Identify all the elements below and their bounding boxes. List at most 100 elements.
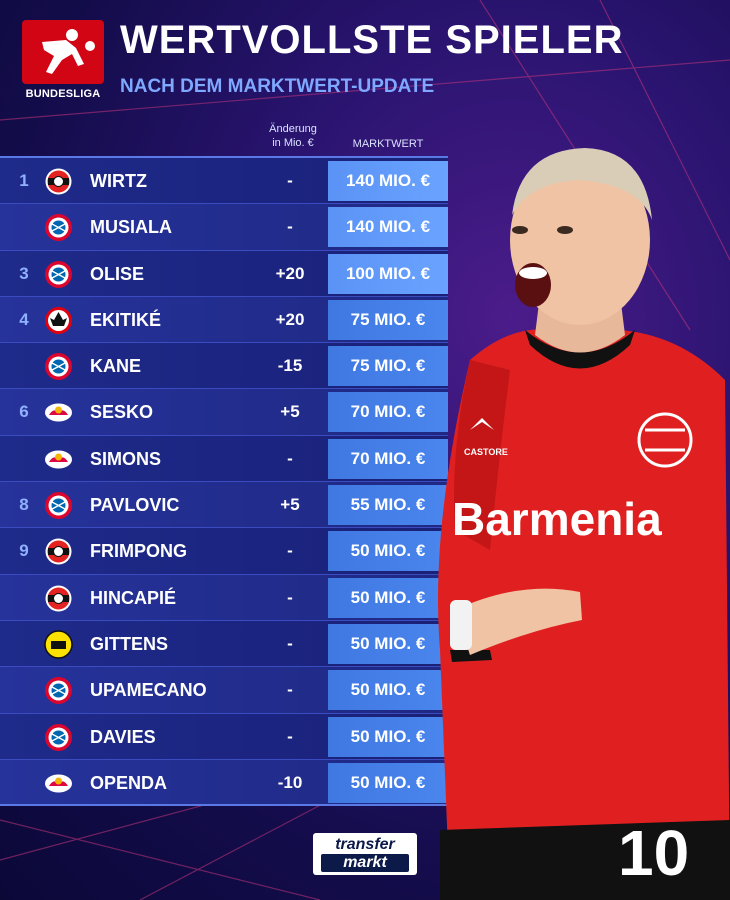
table-row: 6 SESKO +5 70 MIO. €	[0, 389, 448, 436]
market-value: 50 MIO. €	[328, 670, 448, 711]
logo-line1: transfer	[335, 836, 395, 853]
value-change: +20	[275, 309, 305, 329]
dortmund-crest-icon	[44, 630, 73, 659]
value-change: -	[287, 587, 293, 607]
table-row: 4 EKITIKÉ +20 75 MIO. €	[0, 296, 448, 344]
kit-brand-label: CASTORE	[464, 447, 508, 457]
bundesliga-logo	[22, 20, 104, 84]
column-header-value: MARKTWERT	[352, 138, 424, 150]
leipzig-crest-icon	[44, 398, 73, 427]
bayern-crest-icon	[44, 676, 73, 705]
leverkusen-crest-icon	[44, 584, 73, 613]
player-name: UPAMECANO	[90, 680, 207, 701]
market-value: 75 MIO. €	[328, 299, 448, 340]
player-name: EKITIKÉ	[90, 309, 162, 330]
logo-line2: markt	[321, 854, 409, 872]
player-name: KANE	[90, 356, 142, 377]
player-name: DAVIES	[90, 726, 156, 747]
table-row: DAVIES - 50 MIO. €	[0, 713, 448, 760]
value-change: -	[287, 171, 293, 190]
bayern-crest-icon	[44, 260, 73, 289]
market-value: 50 MIO. €	[328, 762, 448, 803]
table-row: 3 OLISE +20 100 MIO. €	[0, 250, 448, 297]
value-change: +5	[280, 495, 300, 515]
page-title: WERTVOLLSTE SPIELER	[120, 18, 624, 62]
table-row: UPAMECANO - 50 MIO. €	[0, 667, 448, 714]
leverkusen-crest-icon	[44, 537, 73, 566]
player-name: FRIMPONG	[90, 541, 187, 562]
table-row: 8 PAVLOVIC +5 55 MIO. €	[0, 482, 448, 529]
rank-label	[12, 343, 36, 389]
market-value: 70 MIO. €	[328, 392, 448, 433]
table-row: OPENDA -10 50 MIO. €	[0, 759, 448, 807]
rank-label: 8	[19, 495, 29, 515]
bayern-crest-icon	[44, 491, 73, 520]
rank-label: 9	[19, 541, 29, 561]
player-name: OPENDA	[90, 772, 168, 793]
value-change: -	[287, 680, 293, 700]
value-change: +5	[280, 402, 300, 422]
table-row: SIMONS - 70 MIO. €	[0, 435, 448, 483]
value-change: -	[287, 633, 293, 653]
player-silhouette-icon	[42, 29, 95, 74]
rank-label	[12, 621, 36, 667]
table-row: GITTENS - 50 MIO. €	[0, 620, 448, 668]
player-name: MUSIALA	[90, 217, 172, 238]
rank-label	[12, 714, 36, 760]
table-row: 1 WIRTZ - 140 MIO. €	[0, 158, 448, 205]
player-name: HINCAPIÉ	[90, 587, 177, 608]
table-divider-bottom	[0, 804, 448, 806]
market-value: 70 MIO. €	[328, 438, 448, 479]
bayern-crest-icon	[44, 213, 73, 242]
player-name: OLISE	[90, 263, 145, 284]
value-change: -	[287, 217, 293, 237]
column-header-change: Änderung in Mio. €	[248, 122, 338, 150]
rank-label	[12, 575, 36, 621]
value-change: -	[287, 448, 293, 468]
bayern-crest-icon	[44, 723, 73, 752]
rank-label	[12, 204, 36, 250]
player-photo: CASTORE Barmenia 10	[438, 148, 730, 900]
rank-label	[12, 760, 36, 806]
leverkusen-crest-icon	[44, 167, 73, 196]
market-value: 50 MIO. €	[328, 577, 448, 618]
value-change: -	[287, 726, 293, 746]
market-value: 50 MIO. €	[328, 716, 448, 757]
market-value: 50 MIO. €	[328, 531, 448, 572]
player-name: PAVLOVIC	[90, 495, 180, 516]
shirt-sponsor: Barmenia	[452, 493, 662, 545]
rank-label: 1	[19, 171, 29, 190]
market-value: 75 MIO. €	[328, 346, 448, 387]
rank-label	[12, 436, 36, 482]
leipzig-crest-icon	[44, 445, 73, 474]
player-name: SESKO	[90, 402, 154, 423]
table-row: KANE -15 75 MIO. €	[0, 343, 448, 390]
league-label: BUNDESLIGA	[25, 88, 101, 100]
market-value: 140 MIO. €	[328, 207, 448, 248]
column-header-change-line1: Änderung	[269, 123, 317, 135]
table-row: MUSIALA - 140 MIO. €	[0, 204, 448, 251]
player-table: 1 WIRTZ - 140 MIO. € MUSIALA - 140 MIO. …	[0, 158, 448, 807]
table-row: 9 FRIMPONG - 50 MIO. €	[0, 528, 448, 575]
market-value: 100 MIO. €	[328, 253, 448, 294]
transfermarkt-logo: transfer markt	[313, 833, 417, 875]
value-change: -	[287, 541, 293, 561]
market-value: 55 MIO. €	[328, 485, 448, 526]
page-subtitle: NACH DEM MARKTWERT-UPDATE	[120, 76, 435, 97]
shirt-number: 10	[618, 817, 689, 889]
value-change: -15	[277, 356, 303, 376]
market-value: 50 MIO. €	[328, 623, 448, 664]
rank-label	[12, 667, 36, 713]
value-change: -10	[277, 772, 303, 792]
table-divider-top	[0, 156, 448, 158]
rank-label: 6	[19, 402, 29, 422]
player-name: GITTENS	[90, 633, 169, 654]
player-name: SIMONS	[90, 448, 162, 469]
frankfurt-crest-icon	[44, 306, 73, 335]
bayern-crest-icon	[44, 352, 73, 381]
leipzig-crest-icon	[44, 769, 73, 798]
market-value: 140 MIO. €	[328, 161, 448, 201]
player-name: WIRTZ	[90, 171, 147, 191]
rank-label: 3	[19, 263, 29, 283]
rank-label: 4	[19, 309, 29, 329]
